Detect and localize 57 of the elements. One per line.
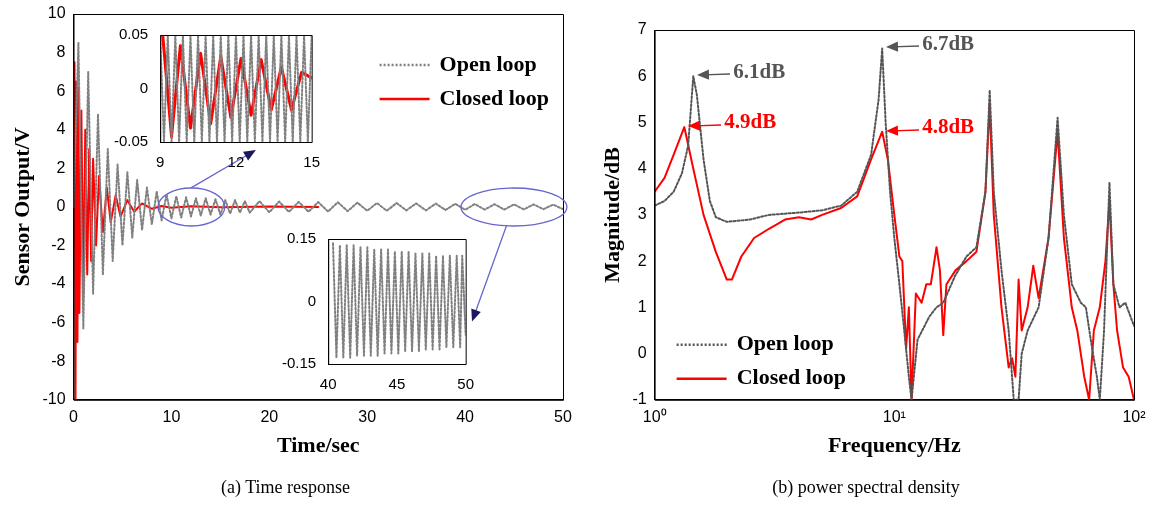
y-tick-label: -8 <box>51 351 66 369</box>
y-tick-label: 0.15 <box>286 229 317 247</box>
text: (b) power spectral density <box>772 476 960 498</box>
line-series <box>332 242 466 359</box>
y-tick-label: -0.05 <box>113 132 149 150</box>
x-tick-label: 12 <box>227 153 245 171</box>
x-tick-label: 40 <box>319 375 337 393</box>
x-tick-label: 9 <box>156 153 165 171</box>
y-tick-label: -0.15 <box>281 354 317 372</box>
y-tick-label: 5 <box>637 112 647 130</box>
x-tick-label: 30 <box>358 407 377 425</box>
y-tick-label: 1 <box>637 297 647 315</box>
y-tick-label: 2 <box>56 158 66 176</box>
y-tick-label: -2 <box>51 235 66 253</box>
x-tick-label: 15 <box>303 153 320 171</box>
annotation: 4.8dB <box>922 114 975 139</box>
y-tick-label: 0 <box>139 78 149 96</box>
legend-label: Closed loop <box>439 84 550 110</box>
annotation: 6.7dB <box>922 30 975 55</box>
y-tick-label: 6 <box>637 66 647 84</box>
x-tick-label: 20 <box>260 407 279 425</box>
y-tick-label: 0 <box>56 197 66 215</box>
annotation: 4.9dB <box>724 109 777 134</box>
legend-label: Open loop <box>736 330 834 356</box>
y-tick-label: -1 <box>632 390 647 408</box>
y-tick-label: 0 <box>307 291 317 309</box>
legend-label: Open loop <box>439 50 537 76</box>
y-tick-label: 6 <box>56 81 66 99</box>
y-tick-label: 8 <box>56 42 66 60</box>
x-tick-label: 45 <box>388 375 406 393</box>
x-axis-title: Frequency/Hz <box>827 431 961 457</box>
line-series <box>73 41 563 330</box>
x-tick-label: 10¹ <box>882 407 906 425</box>
y-tick-label: 0 <box>637 343 647 361</box>
y-axis-title: Magnitude/dB <box>598 146 624 283</box>
annotation: 6.1dB <box>733 58 786 83</box>
x-tick-label: 10 <box>162 407 181 425</box>
x-axis-title: Time/sec <box>276 431 360 457</box>
y-tick-label: -4 <box>51 274 66 292</box>
y-tick-label: 7 <box>637 20 647 38</box>
text: (a) Time response <box>221 476 350 498</box>
x-tick-label: 50 <box>554 407 572 425</box>
y-tick-label: 2 <box>637 251 647 269</box>
y-tick-label: 4 <box>56 120 66 138</box>
y-axis-title: Sensor Output/V <box>8 127 34 287</box>
y-tick-label: 3 <box>637 205 647 223</box>
legend-label: Closed loop <box>736 364 847 390</box>
x-tick-label: 0 <box>69 407 79 425</box>
y-tick-label: 10 <box>47 4 66 22</box>
x-tick-label: 50 <box>457 375 474 393</box>
y-tick-label: -6 <box>51 313 66 331</box>
y-tick-label: 0.05 <box>118 25 149 43</box>
x-tick-label: 10² <box>1122 407 1147 425</box>
y-tick-label: -10 <box>42 390 66 408</box>
y-tick-label: 4 <box>637 159 647 177</box>
x-tick-label: 40 <box>456 407 475 425</box>
x-tick-label: 10⁰ <box>642 407 667 425</box>
